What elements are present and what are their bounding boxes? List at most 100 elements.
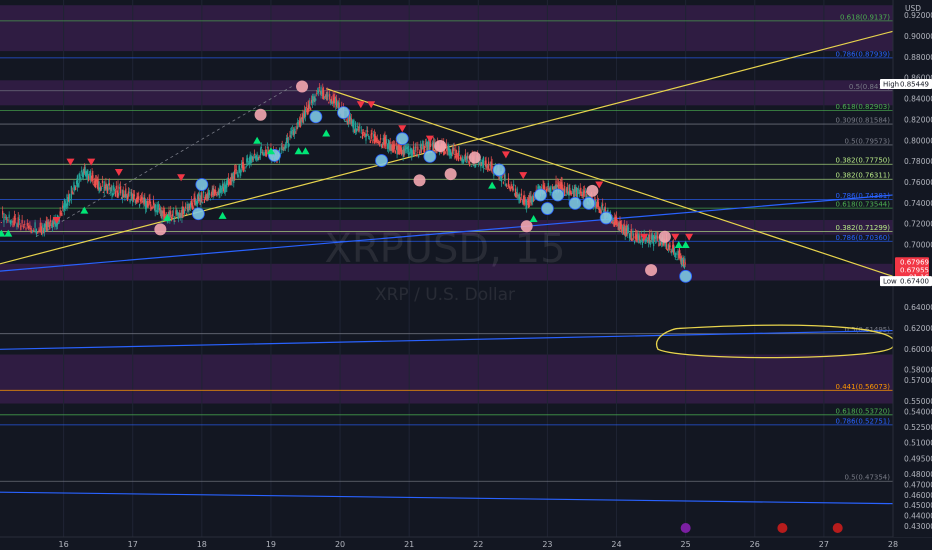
signal-circle: [568, 196, 582, 210]
candle-body: [120, 197, 123, 199]
signal-circle: [520, 220, 533, 233]
candle-body: [480, 159, 482, 168]
date-tick-label: 16: [58, 540, 68, 549]
candle-body: [356, 125, 358, 127]
candle-body: [344, 121, 346, 122]
candle-body: [40, 226, 43, 235]
price-tick-label: 0.86000: [904, 74, 932, 83]
candle-body: [120, 186, 122, 194]
candle-body: [443, 148, 446, 154]
buy-triangle: [0, 229, 6, 237]
candle-body: [669, 245, 671, 248]
candle-body: [637, 233, 639, 239]
candle-body: [79, 174, 81, 177]
candle-body: [400, 147, 403, 155]
candle-body: [216, 193, 218, 195]
candle-body: [320, 87, 322, 94]
candle-body: [603, 207, 606, 215]
candle-body: [210, 194, 212, 197]
candle-body: [374, 133, 376, 144]
candle-body: [228, 177, 230, 186]
candle-body: [397, 144, 399, 155]
candle-body: [15, 218, 17, 220]
candle-body: [193, 198, 195, 203]
candle-body: [632, 231, 634, 236]
event-icon: [680, 523, 691, 533]
candle-body: [415, 146, 417, 148]
candle-body: [646, 236, 648, 239]
candle-body: [461, 158, 463, 162]
signal-markers: [0, 80, 694, 283]
sell-triangle: [595, 181, 604, 189]
candle-body: [29, 224, 31, 229]
signal-circle: [434, 139, 447, 152]
candle-body: [51, 220, 53, 228]
candle-body: [558, 184, 561, 186]
candle-body: [225, 182, 227, 189]
candle-body: [653, 236, 656, 239]
candle-body: [684, 258, 686, 264]
candle-body: [399, 143, 401, 154]
candle-body: [162, 211, 164, 214]
candle-body: [137, 196, 139, 200]
candle-body: [153, 205, 155, 209]
candle-body: [189, 206, 191, 209]
candle-body: [104, 187, 106, 189]
candle-body: [8, 214, 10, 218]
candle-body: [43, 229, 45, 233]
candle-body: [290, 132, 292, 134]
candle-body: [142, 201, 144, 202]
candle-body: [73, 182, 75, 191]
fib-label: 0.382(0.76311): [836, 172, 891, 180]
candle-body: [484, 160, 486, 165]
candle-body: [323, 90, 325, 100]
candle-body: [122, 190, 124, 198]
candle-body: [424, 148, 426, 153]
candle-body: [350, 118, 352, 124]
sell-triangle: [52, 217, 61, 225]
currency-label[interactable]: USD: [905, 4, 921, 13]
sell-triangle: [177, 174, 186, 182]
price-tick-label: 0.57000: [904, 376, 932, 385]
candle-body: [543, 185, 545, 193]
candle-body: [266, 152, 268, 156]
candle-body: [656, 235, 658, 237]
candle-body: [327, 94, 329, 97]
candle-body: [147, 203, 149, 207]
candle-body: [13, 215, 15, 226]
candle-body: [284, 147, 286, 149]
candle-body: [561, 182, 563, 191]
time-axis[interactable]: 16 17 18 19 20 21 22 23 24 25 26 27 28: [0, 523, 932, 550]
candle-body: [404, 148, 406, 151]
candle-body: [650, 234, 652, 240]
candle-body: [295, 132, 297, 134]
candle-body: [379, 142, 381, 147]
candle-body: [228, 181, 231, 184]
candle-body: [376, 137, 378, 141]
candle-body: [45, 221, 47, 229]
candle-body: [654, 235, 657, 240]
candle-body: [666, 238, 668, 250]
candle-body: [412, 151, 414, 155]
candle-body: [649, 240, 651, 245]
price-candles: [0, 83, 686, 270]
channel-line-mid: [0, 329, 894, 350]
candle-body: [310, 108, 312, 111]
candle-body: [50, 219, 52, 223]
fib-label: 0.309(0.81584): [836, 117, 891, 125]
candle-body: [176, 211, 178, 213]
candle-body: [72, 193, 74, 195]
candle-body: [202, 202, 204, 204]
candle-body: [562, 187, 564, 193]
signal-circle: [254, 108, 267, 121]
candle-body: [31, 230, 34, 232]
candle-body: [213, 189, 215, 196]
buy-triangle: [294, 147, 303, 155]
candle-body: [222, 187, 225, 192]
candle-body: [662, 242, 664, 246]
candle-body: [48, 222, 50, 224]
candle-body: [81, 170, 83, 173]
candle-body: [107, 183, 110, 186]
